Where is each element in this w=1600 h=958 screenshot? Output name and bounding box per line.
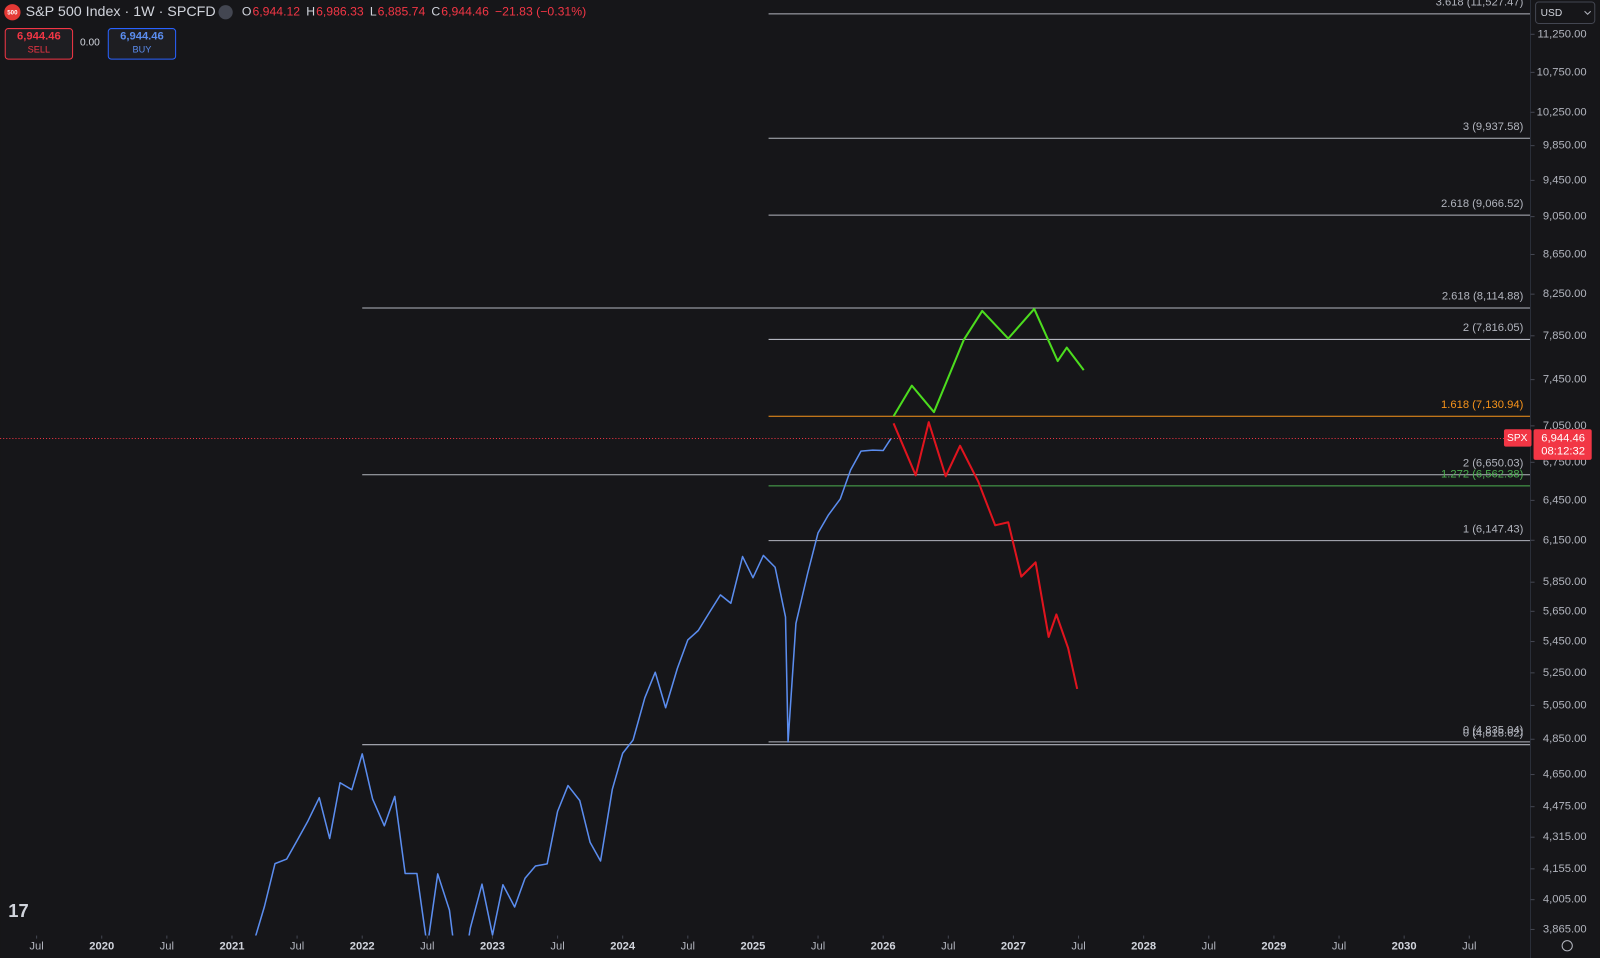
- buy-label: BUY: [133, 44, 152, 54]
- sell-price: 6,944.46: [17, 31, 61, 43]
- y-tick-label: 4,850.00: [1543, 733, 1587, 745]
- x-tick-label: Jul: [1462, 941, 1476, 953]
- y-tick-label: 7,050.00: [1543, 420, 1587, 432]
- fib-label: 1.618 (7,130.94): [1441, 399, 1524, 411]
- ohlc-key: H: [306, 4, 315, 18]
- y-tick-label: 9,850.00: [1543, 140, 1587, 152]
- x-tick-label: 2027: [1001, 941, 1026, 953]
- x-tick-label: 2021: [219, 941, 244, 953]
- ohlc-value: 6,944.12: [252, 4, 300, 18]
- sell-label: SELL: [28, 44, 50, 54]
- y-tick-label: 4,475.00: [1543, 801, 1587, 813]
- ohlc-key: C: [431, 4, 440, 18]
- fib-label: 2 (7,816.05): [1463, 322, 1524, 334]
- symbol-title[interactable]: S&P 500 Index · 1W · SPCFD: [26, 4, 216, 20]
- buy-price: 6,944.46: [120, 31, 164, 43]
- spread: 0.00: [80, 38, 100, 49]
- x-tick-label: Jul: [941, 941, 955, 953]
- y-tick-label: 5,250.00: [1543, 667, 1587, 679]
- y-tick-label: 6,450.00: [1543, 494, 1587, 506]
- ohlc: O 6,944.12 H 6,986.33 L 6,885.74 C 6,944.46 −21.…: [242, 4, 586, 18]
- currency: USD: [1541, 8, 1563, 19]
- price-line: [892, 421, 1079, 690]
- y-tick-label: 11,250.00: [1538, 28, 1587, 40]
- fib-label: 1.272 (6,562.38): [1441, 469, 1524, 481]
- last-price-tag: [1503, 429, 1532, 447]
- y-tick-label: 7,450.00: [1543, 374, 1587, 386]
- fib-label: 2.618 (9,066.52): [1441, 198, 1524, 210]
- price-line: [892, 307, 1085, 417]
- y-tick-label: 5,850.00: [1543, 576, 1587, 588]
- y-tick-label: 9,450.00: [1543, 174, 1587, 186]
- currency-select[interactable]: [1535, 1, 1596, 24]
- x-tick-label: Jul: [1202, 941, 1216, 953]
- x-tick-label: 2030: [1392, 941, 1417, 953]
- countdown: 08:12:32: [1541, 446, 1585, 458]
- ohlc-value: 6,885.74: [378, 4, 426, 18]
- x-tick-label: 2029: [1261, 941, 1286, 953]
- y-tick-label: 4,650.00: [1543, 769, 1587, 781]
- fib-label: 3 (9,937.58): [1463, 121, 1524, 133]
- tv-logo[interactable]: 17: [8, 900, 28, 921]
- y-tick-label: 4,005.00: [1543, 894, 1587, 906]
- x-tick-label: 2028: [1131, 941, 1156, 953]
- symbol-badge[interactable]: [4, 4, 21, 21]
- fib-label: 2.618 (8,114.88): [1442, 291, 1524, 303]
- y-tick-label: 5,650.00: [1543, 605, 1587, 617]
- fib-label: 0 (4,818.62): [1463, 727, 1524, 739]
- x-tick-label: 2022: [350, 941, 375, 953]
- y-tick-label: 9,050.00: [1543, 211, 1587, 223]
- x-tick-label: Jul: [811, 941, 825, 953]
- badge-text: 500: [7, 9, 18, 16]
- x-tick-label: 2025: [740, 941, 765, 953]
- sell-button[interactable]: [4, 28, 74, 60]
- settings-icon[interactable]: [1561, 940, 1573, 952]
- x-tick-label: Jul: [1332, 941, 1346, 953]
- x-tick-label: Jul: [290, 941, 304, 953]
- y-tick-label: 5,450.00: [1543, 635, 1587, 647]
- fib-label: 3.618 (11,527.47): [1436, 0, 1524, 9]
- ohlc-value: 6,944.46: [441, 4, 489, 18]
- x-tick-label: 2024: [610, 941, 636, 953]
- x-tick-label: Jul: [550, 941, 564, 953]
- price-line: [254, 438, 892, 936]
- y-tick-label: 8,250.00: [1543, 288, 1587, 300]
- y-tick-label: 3,865.00: [1543, 923, 1587, 935]
- y-tick-label: 6,150.00: [1543, 534, 1587, 546]
- ohlc-value: 6,986.33: [316, 4, 364, 18]
- x-tick-label: 2026: [871, 941, 896, 953]
- dropdown-arrow: [1584, 10, 1592, 16]
- x-tick-label: 2023: [480, 941, 505, 953]
- ohlc-key: O: [242, 4, 252, 18]
- x-tick-label: Jul: [160, 941, 174, 953]
- x-tick-label: Jul: [29, 941, 43, 953]
- y-tick-label: 10,750.00: [1537, 66, 1587, 78]
- y-tick-label: 5,050.00: [1543, 699, 1587, 711]
- plot-area: 3.618 (11,527.47) 3 (9,937.58) 2.618 (9,06…: [254, 0, 1531, 936]
- fib-label: 1 (6,147.43): [1463, 523, 1524, 535]
- x-tick-label: 2020: [89, 941, 114, 953]
- y-tick-label: 7,850.00: [1543, 330, 1587, 342]
- fib-label: 2 (6,650.03): [1463, 458, 1524, 470]
- y-tick-label: 4,315.00: [1543, 831, 1587, 843]
- ohlc-key: L: [370, 4, 377, 18]
- x-tick-label: Jul: [1071, 941, 1085, 953]
- fib-label: 0 (4,835.04): [1463, 725, 1524, 737]
- y-tick-label: 4,155.00: [1543, 863, 1587, 875]
- y-tick-label: 10,250.00: [1537, 106, 1587, 118]
- last-price-symbol: SPX: [1507, 433, 1528, 444]
- x-tick-label: Jul: [420, 941, 434, 953]
- buy-button[interactable]: [107, 28, 177, 60]
- last-price-box: [1533, 429, 1592, 460]
- change: −21.83 (−0.31%): [495, 4, 586, 18]
- y-tick-label: 8,650.00: [1543, 248, 1587, 260]
- last-price-label: 6,944.46: [1541, 432, 1585, 444]
- x-tick-label: Jul: [681, 941, 695, 953]
- status-dot[interactable]: [218, 5, 233, 20]
